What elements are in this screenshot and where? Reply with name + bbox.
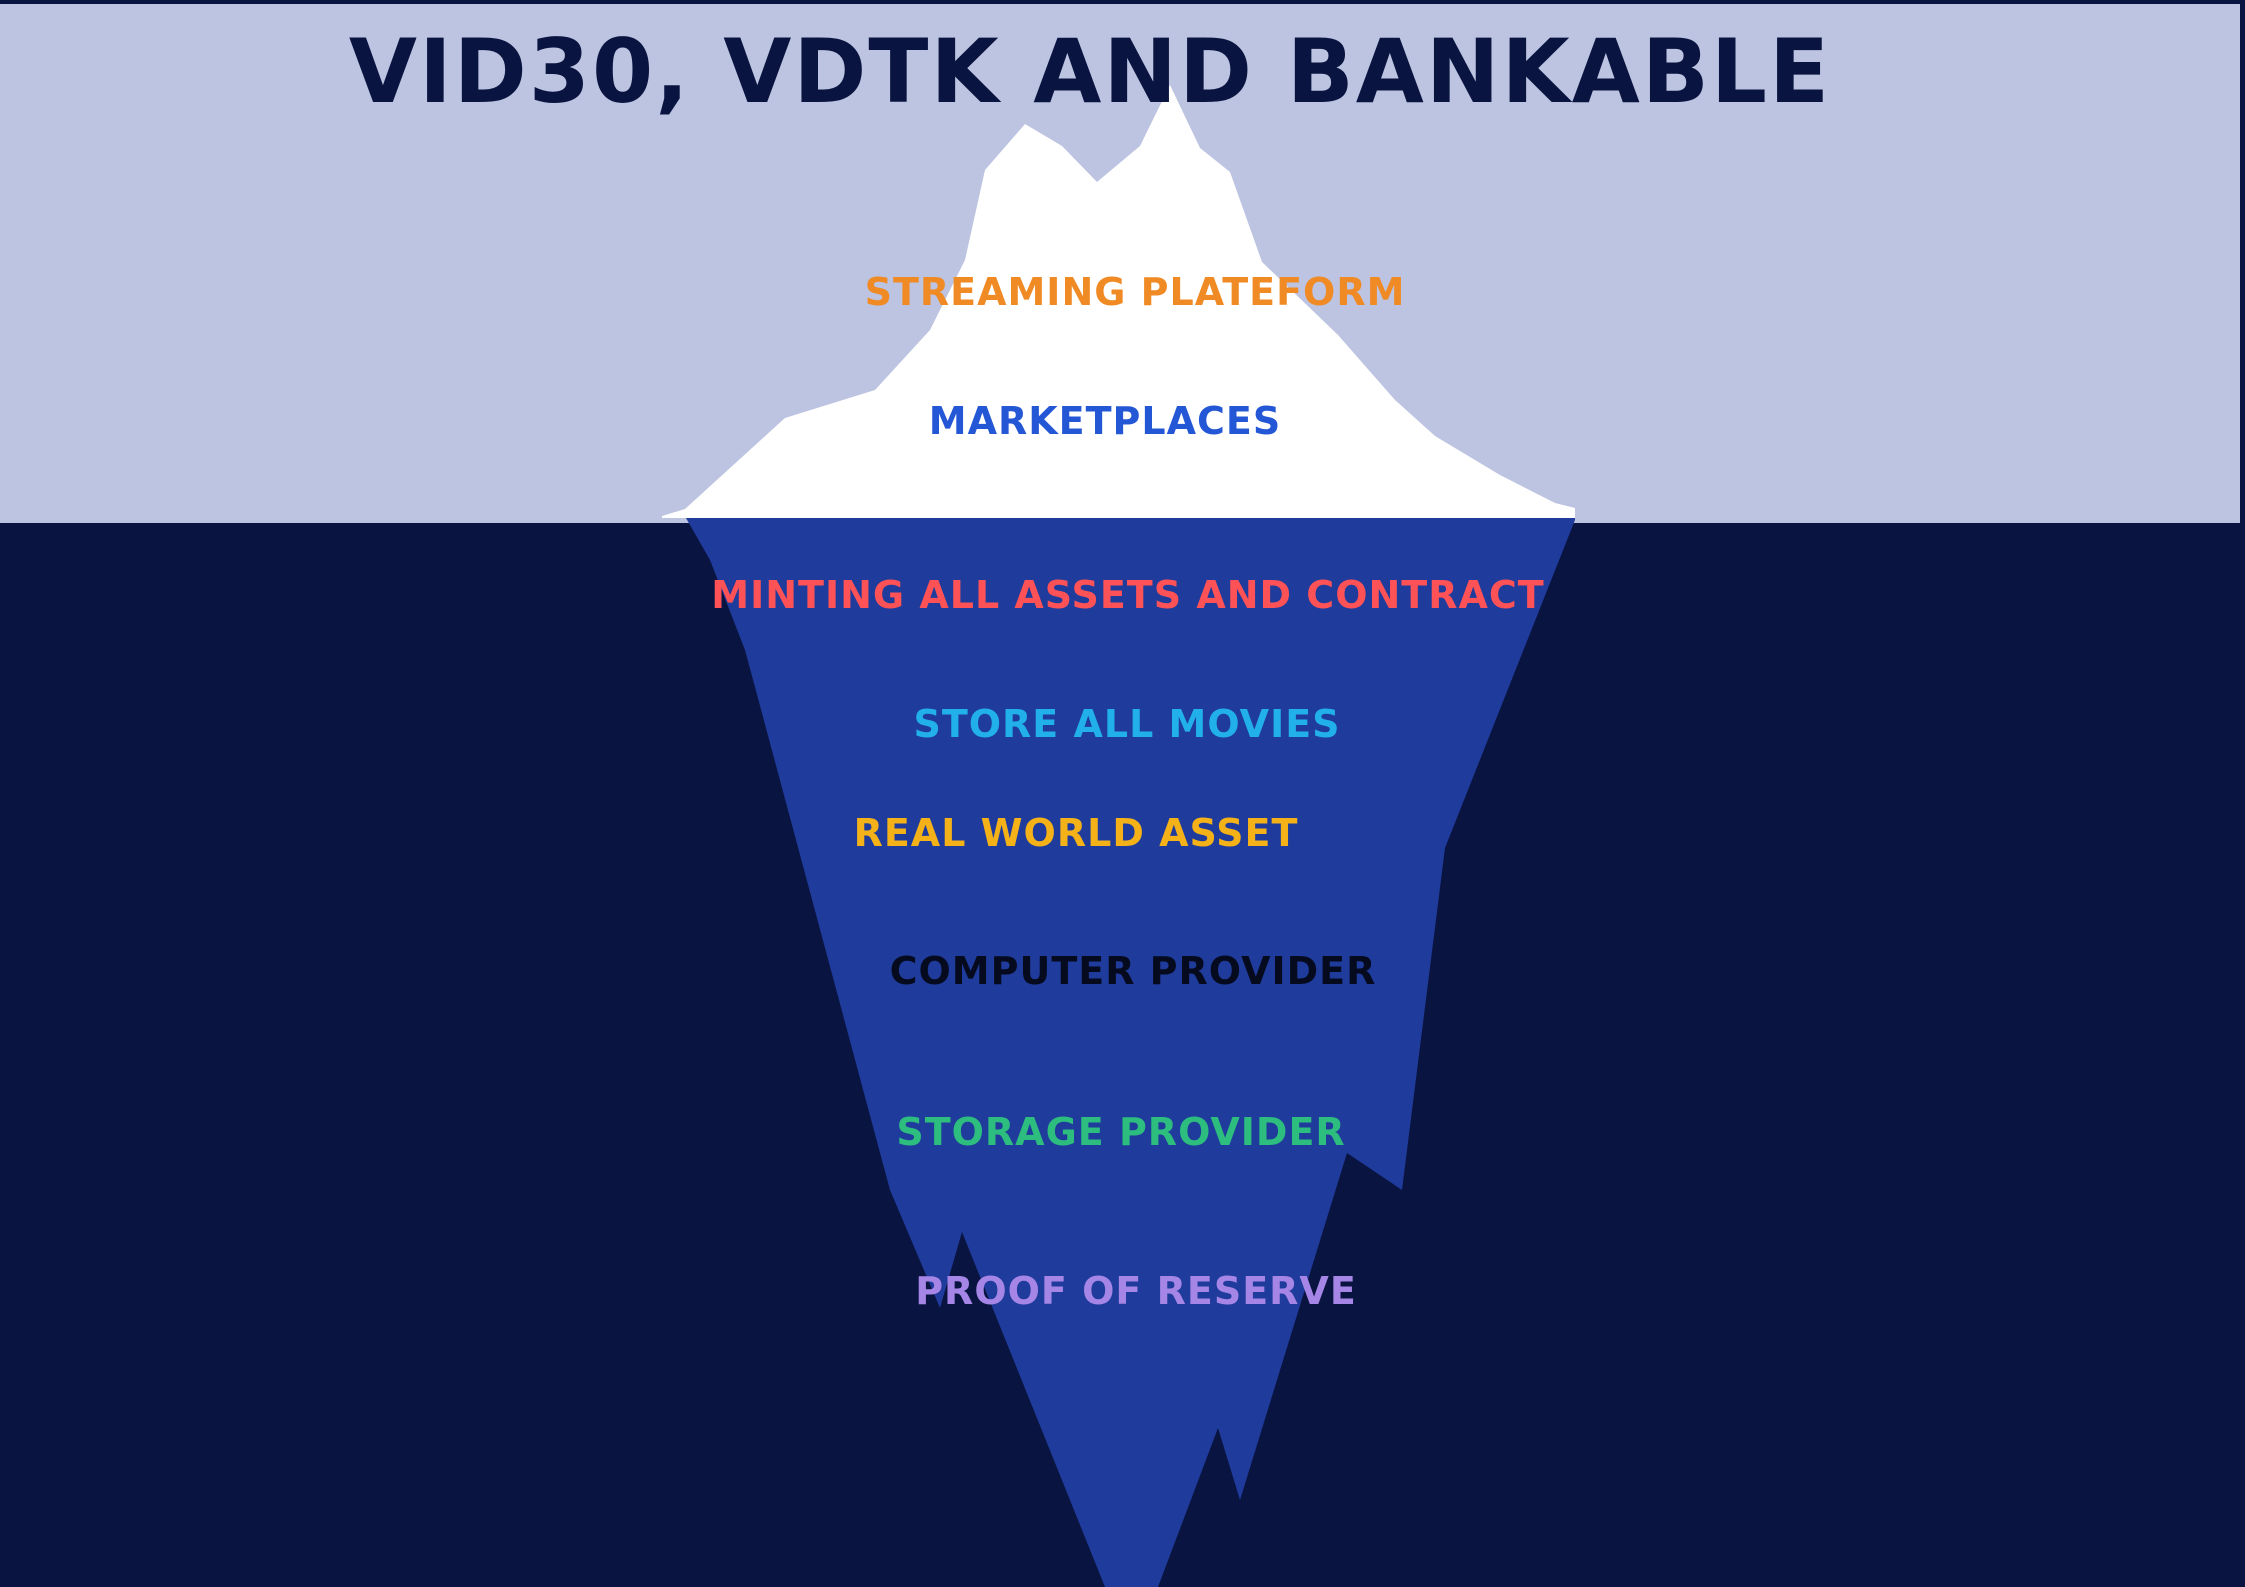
iceberg-tip (662, 85, 1575, 518)
iceberg-underwater (686, 518, 1575, 1587)
label-computer-provider: COMPUTER PROVIDER (889, 949, 1377, 993)
label-marketplaces: MARKETPLACES (928, 399, 1282, 443)
label-minting-all-assets: MINTING ALL ASSETS AND CONTRACT (711, 573, 1545, 617)
page-title: VID30, VDTK AND BANKABLE (348, 20, 1832, 123)
label-proof-of-reserve: PROOF OF RESERVE (915, 1269, 1357, 1313)
label-streaming-plateform: STREAMING PLATEFORM (864, 270, 1406, 314)
label-real-world-asset: REAL WORLD ASSET (853, 811, 1299, 855)
label-storage-provider: STORAGE PROVIDER (896, 1110, 1346, 1154)
label-store-all-movies: STORE ALL MOVIES (913, 702, 1341, 746)
